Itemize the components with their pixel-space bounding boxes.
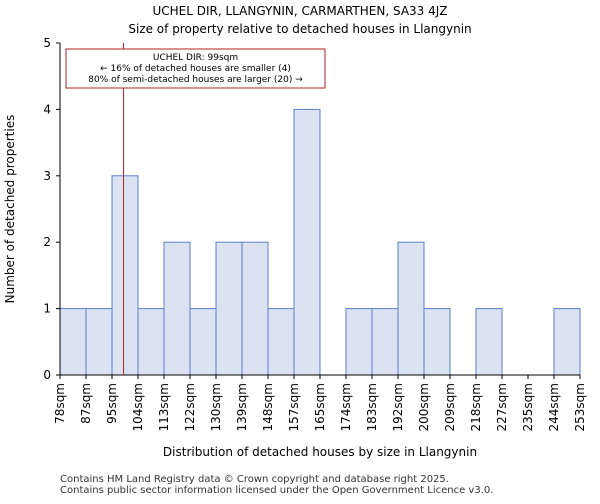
annotation-line: UCHEL DIR: 99sqm [153, 53, 238, 63]
y-tick-label: 1 [43, 302, 51, 316]
x-tick-label: 235sqm [521, 383, 535, 431]
bar-122sqm [189, 308, 217, 376]
bar-139sqm [241, 241, 269, 376]
bar-200sqm [423, 308, 451, 376]
annotation-line: 80% of semi-detached houses are larger (… [88, 75, 303, 85]
bar-244sqm [553, 308, 581, 376]
x-tick-label: 87sqm [79, 383, 93, 424]
x-tick-label: 227sqm [495, 383, 509, 431]
bar-95sqm [111, 175, 139, 376]
y-axis-label: Number of detached properties [3, 115, 17, 304]
bar-174sqm [345, 308, 373, 376]
bar-148sqm [267, 308, 295, 376]
x-tick-label: 200sqm [417, 383, 431, 431]
x-tick-label: 209sqm [443, 383, 457, 431]
x-axis-label: Distribution of detached houses by size … [163, 445, 477, 459]
bar-130sqm [215, 241, 243, 376]
bar-78sqm [59, 308, 87, 376]
y-tick-label: 3 [43, 169, 51, 183]
bar-183sqm [371, 308, 399, 376]
x-tick-label: 174sqm [339, 383, 353, 431]
x-tick-label: 253sqm [573, 383, 587, 431]
plot-area: 0 1 2 3 4 5 78sqm 87sqm 95sqm 104sqm 113sqm 122sqm 1… [43, 36, 587, 431]
x-tick-label: 139sqm [235, 383, 249, 431]
x-tick-label: 113sqm [157, 383, 171, 431]
y-tick-label: 5 [43, 36, 51, 50]
x-tick-label: 130sqm [209, 383, 223, 431]
x-tick-label: 78sqm [53, 383, 67, 424]
annotation-box [65, 48, 326, 89]
chart-subtitle: Size of property relative to detached ho… [128, 22, 471, 36]
x-tick-label: 104sqm [131, 383, 145, 431]
bar-113sqm [163, 241, 191, 376]
x-tick-label: 244sqm [547, 383, 561, 431]
annotation-line: ← 16% of detached houses are smaller (4) [100, 64, 291, 74]
bar-104sqm [137, 308, 165, 376]
bar-192sqm [397, 241, 425, 376]
bar-87sqm [85, 308, 113, 376]
x-tick-label: 192sqm [391, 383, 405, 431]
y-tick-label: 0 [43, 368, 51, 382]
y-tick-label: 2 [43, 235, 51, 249]
chart-title: UCHEL DIR, LLANGYNIN, CARMARTHEN, SA33 4… [152, 4, 447, 18]
x-tick-label: 122sqm [183, 383, 197, 431]
x-tick-label: 218sqm [469, 383, 483, 431]
y-tick-label: 4 [43, 102, 51, 116]
x-tick-label: 95sqm [105, 383, 119, 424]
footer-copyright: Contains HM Land Registry data © Crown c… [60, 474, 449, 485]
bar-157sqm [293, 108, 321, 376]
x-tick-label: 148sqm [261, 383, 275, 431]
footer-licence: Contains public sector information licen… [60, 485, 494, 496]
x-tick-label: 183sqm [365, 383, 379, 431]
x-tick-label: 165sqm [313, 383, 327, 431]
bar-218sqm [475, 308, 503, 376]
x-tick-label: 157sqm [287, 383, 301, 431]
